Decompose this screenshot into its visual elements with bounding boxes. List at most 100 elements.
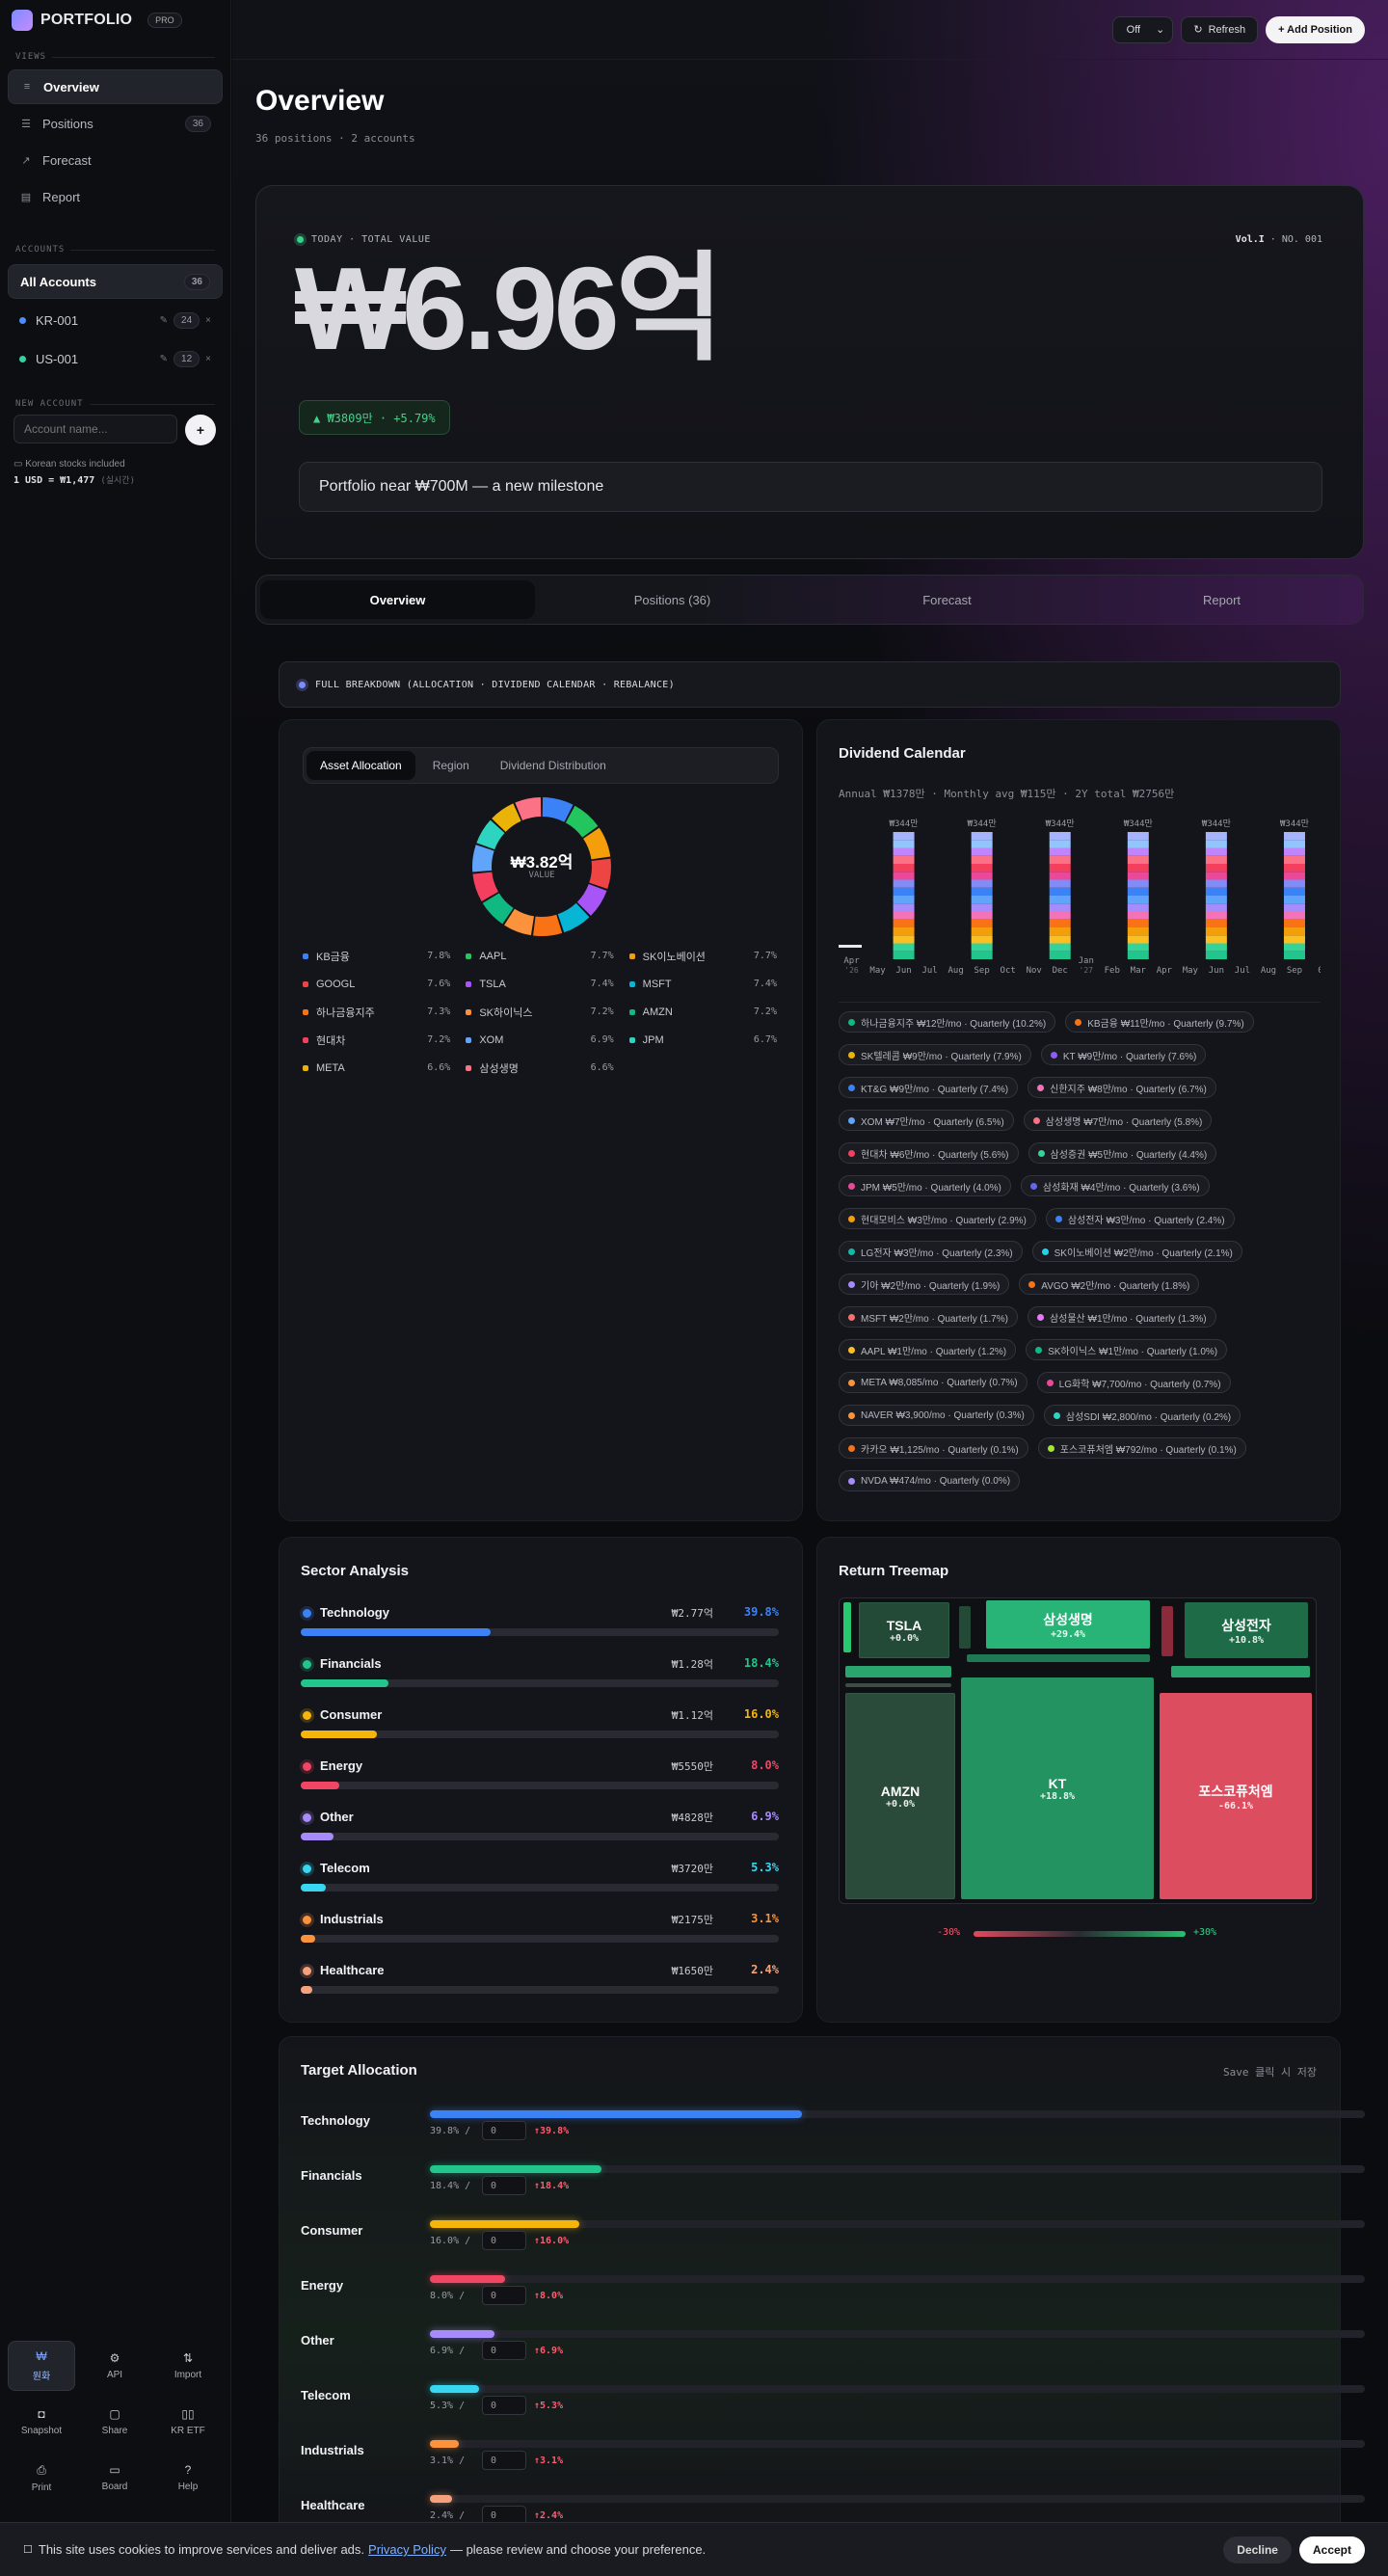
donut-slice[interactable] <box>583 827 611 860</box>
tool-import[interactable]: ⇅ Import <box>154 2341 222 2391</box>
dividend-bar-segment[interactable] <box>1205 935 1227 944</box>
legend-item[interactable]: META 6.6% <box>303 1060 450 1076</box>
dividend-chip[interactable]: AAPL ₩1만/mo · Quarterly (1.2%) <box>839 1339 1017 1360</box>
dividend-bar-segment[interactable] <box>893 864 915 872</box>
dividend-bar-segment[interactable] <box>971 847 993 856</box>
dividend-bar-segment[interactable] <box>1049 927 1071 936</box>
dividend-bar-segment[interactable] <box>971 943 993 952</box>
mode-select[interactable]: Off ⌄ <box>1111 15 1174 43</box>
dividend-bar-segment[interactable] <box>1049 840 1071 848</box>
dividend-bar-segment[interactable] <box>971 903 993 912</box>
tile-posco-future[interactable]: 포스코퓨처엠 -66.1% <box>1160 1693 1312 1899</box>
dividend-bar-segment[interactable] <box>1127 903 1149 912</box>
all-accounts[interactable]: All Accounts 36 <box>8 264 223 299</box>
dividend-chip[interactable]: 삼성생명 ₩7만/mo · Quarterly (5.8%) <box>1023 1110 1213 1131</box>
dividend-chip[interactable]: KB금융 ₩11만/mo · Quarterly (9.7%) <box>1065 1011 1254 1033</box>
sector-row[interactable]: Energy ₩5550만 8.0% <box>301 1758 779 1797</box>
dividend-chip[interactable]: XOM ₩7만/mo · Quarterly (6.5%) <box>839 1110 1014 1131</box>
dividend-bar-segment[interactable] <box>893 879 915 888</box>
dividend-bar-segment[interactable] <box>1127 864 1149 872</box>
dividend-chip[interactable]: 기아 ₩2만/mo · Quarterly (1.9%) <box>839 1274 1010 1295</box>
tile-small[interactable] <box>967 1654 1150 1662</box>
dividend-bar-segment[interactable] <box>1049 879 1071 888</box>
target-input[interactable] <box>482 2396 526 2415</box>
donut-slice[interactable] <box>515 797 542 820</box>
dividend-bar-segment[interactable] <box>1127 911 1149 920</box>
dividend-bar-segment[interactable] <box>893 847 915 856</box>
dividend-chip[interactable]: KT&G ₩9만/mo · Quarterly (7.4%) <box>839 1077 1019 1098</box>
dividend-bar-segment[interactable] <box>971 896 993 904</box>
dividend-bar-segment[interactable] <box>1283 927 1305 936</box>
dividend-chip[interactable]: META ₩8,085/mo · Quarterly (0.7%) <box>839 1372 1028 1393</box>
sector-row[interactable]: Financials ₩1.28억 18.4% <box>301 1656 779 1695</box>
dividend-chip[interactable]: 신한지주 ₩8만/mo · Quarterly (6.7%) <box>1028 1077 1216 1098</box>
target-input[interactable] <box>482 2176 526 2195</box>
dividend-chip[interactable]: SK하이닉스 ₩1만/mo · Quarterly (1.0%) <box>1026 1339 1228 1360</box>
dividend-bar-segment[interactable] <box>1205 911 1227 920</box>
dividend-chip[interactable]: 삼성SDI ₩2,800/mo · Quarterly (0.2%) <box>1043 1405 1241 1426</box>
dividend-bar-segment[interactable] <box>1283 903 1305 912</box>
dividend-chip[interactable]: NVDA ₩474/mo · Quarterly (0.0%) <box>839 1470 1021 1491</box>
breakdown-banner[interactable]: FULL BREAKDOWN (ALLOCATION · DIVIDEND CA… <box>279 661 1341 708</box>
dividend-chip[interactable]: 하나금융지주 ₩12만/mo · Quarterly (10.2%) <box>839 1011 1056 1033</box>
tool-help[interactable]: ? Help <box>154 2453 222 2503</box>
dividend-bar-segment[interactable] <box>1127 855 1149 864</box>
dividend-bar-segment[interactable] <box>893 911 915 920</box>
tile-amzn[interactable]: AMZN +0.0% <box>845 1693 955 1899</box>
dividend-bar-segment[interactable] <box>1205 896 1227 904</box>
target-input[interactable] <box>482 2231 526 2250</box>
dividend-bar-segment[interactable] <box>1049 896 1071 904</box>
dividend-bar-segment[interactable] <box>1283 879 1305 888</box>
tool-print[interactable]: ⎙ Print <box>8 2453 75 2503</box>
tile-small[interactable] <box>1171 1666 1310 1677</box>
add-position-button[interactable]: + Add Position <box>1266 15 1365 43</box>
sector-row[interactable]: Consumer ₩1.12억 16.0% <box>301 1707 779 1746</box>
tile-kt[interactable]: KT +18.8% <box>961 1677 1154 1899</box>
dividend-bar-segment[interactable] <box>1049 832 1071 841</box>
tab-3[interactable]: Report <box>1202 592 1241 607</box>
legend-item[interactable]: 현대차 7.2% <box>303 1032 450 1048</box>
legend-item[interactable]: 하나금융지주 7.3% <box>303 1004 450 1020</box>
legend-item[interactable]: AAPL 7.7% <box>466 948 614 964</box>
donut-slice[interactable] <box>589 858 611 889</box>
dividend-bar-segment[interactable] <box>1127 951 1149 959</box>
dividend-bar-segment[interactable] <box>1127 935 1149 944</box>
donut-slice[interactable] <box>565 805 599 838</box>
brand[interactable]: PORTFOLIO PRO <box>0 0 230 40</box>
account-item[interactable]: US-001 ✎ 12 × <box>8 341 223 376</box>
dividend-bar-segment[interactable] <box>1283 943 1305 952</box>
dividend-chip[interactable]: SK텔레콤 ₩9만/mo · Quarterly (7.9%) <box>839 1044 1031 1065</box>
tool-board[interactable]: ▭ Board <box>81 2453 148 2503</box>
delete-icon[interactable]: × <box>205 314 211 326</box>
refresh-button[interactable]: ↻ Refresh <box>1181 15 1259 43</box>
decline-button[interactable]: Decline <box>1223 2536 1292 2563</box>
target-input[interactable] <box>482 2341 526 2360</box>
donut-slice[interactable] <box>533 914 563 936</box>
donut-slice[interactable] <box>557 902 590 933</box>
account-name-input[interactable] <box>13 415 177 443</box>
target-input[interactable] <box>482 2286 526 2305</box>
dividend-bar-segment[interactable] <box>1205 879 1227 888</box>
nav-item-forecast[interactable]: ↗ Forecast <box>8 143 223 177</box>
legend-item[interactable]: SK하이닉스 7.2% <box>466 1004 614 1020</box>
dividend-bar-segment[interactable] <box>893 935 915 944</box>
dividend-bar-segment[interactable] <box>893 887 915 896</box>
dividend-bar-segment[interactable] <box>1283 855 1305 864</box>
dividend-bar-segment[interactable] <box>1205 927 1227 936</box>
dividend-chip[interactable]: 삼성물산 ₩1만/mo · Quarterly (1.3%) <box>1027 1306 1216 1328</box>
dividend-bar-segment[interactable] <box>1049 872 1071 880</box>
dividend-bar-segment[interactable] <box>1283 832 1305 841</box>
dividend-bar-segment[interactable] <box>1205 864 1227 872</box>
tile-small[interactable] <box>845 1666 951 1677</box>
dividend-bar-segment[interactable] <box>1283 911 1305 920</box>
dividend-bar-segment[interactable] <box>1049 919 1071 927</box>
dividend-chip[interactable]: KT ₩9만/mo · Quarterly (7.6%) <box>1040 1044 1207 1065</box>
dividend-bar-segment[interactable] <box>971 864 993 872</box>
dividend-bar-segment[interactable] <box>1049 943 1071 952</box>
dividend-bar-segment[interactable] <box>1283 887 1305 896</box>
dividend-bar-segment[interactable] <box>971 840 993 848</box>
dividend-bar-segment[interactable] <box>971 855 993 864</box>
donut-slice[interactable] <box>542 797 574 822</box>
target-input[interactable] <box>482 2121 526 2140</box>
dividend-bar-segment[interactable] <box>1049 887 1071 896</box>
